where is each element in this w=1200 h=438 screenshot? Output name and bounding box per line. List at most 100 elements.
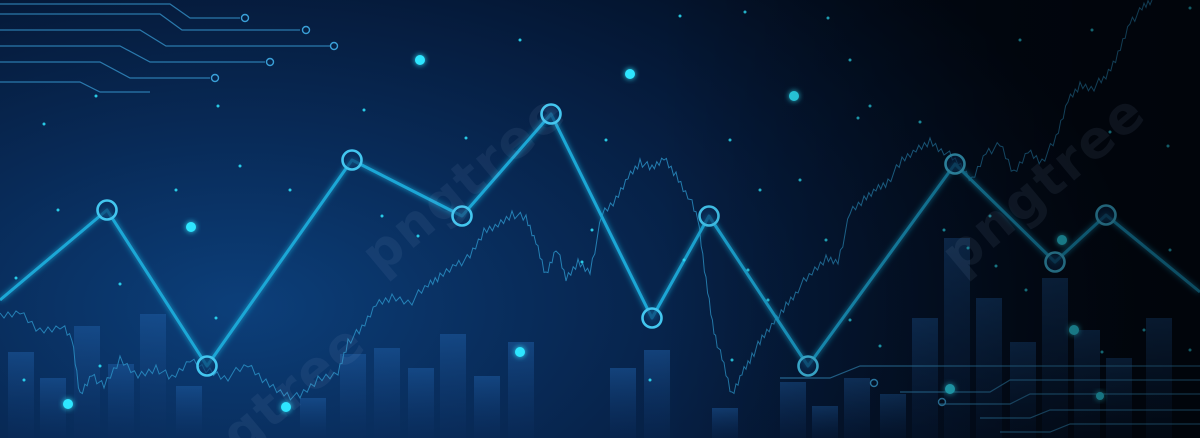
star-dot-glow: [63, 399, 73, 409]
zigzag-node: [96, 199, 118, 221]
star-dot-small: [1108, 130, 1112, 134]
star-dot-small: [1166, 144, 1170, 148]
star-dot-small: [743, 10, 747, 14]
star-dot-small: [682, 258, 686, 262]
star-dot-small: [174, 188, 178, 192]
star-dot-small: [848, 58, 852, 62]
star-dot-glow: [1096, 392, 1104, 400]
star-dot-small: [730, 358, 734, 362]
star-dot-glow: [186, 222, 196, 232]
star-dot-small: [942, 228, 946, 232]
background-bar: [176, 386, 202, 438]
star-dot-glow: [945, 384, 955, 394]
zigzag-node: [1044, 251, 1066, 273]
circuit-trace: [0, 3, 240, 19]
star-dot-small: [216, 104, 220, 108]
circuit-trace: [0, 13, 300, 31]
star-dot-small: [362, 108, 366, 112]
star-dot-small: [416, 234, 420, 238]
background-bar: [880, 394, 906, 438]
star-dot-small: [590, 228, 594, 232]
background-bar: [1042, 278, 1068, 438]
circuit-trace: [0, 81, 150, 93]
star-dot-small: [42, 122, 46, 126]
star-dot-small: [1100, 350, 1104, 354]
star-dot-glow: [281, 402, 291, 412]
star-dot-small: [994, 264, 998, 268]
star-dot-small: [1024, 288, 1028, 292]
star-dot-glow: [1069, 325, 1079, 335]
background-bar: [40, 378, 66, 438]
star-dot-glow: [789, 91, 799, 101]
circuit-node: [329, 41, 339, 51]
background-bar: [844, 378, 870, 438]
background-bar: [300, 398, 326, 438]
circuit-node: [869, 378, 879, 388]
background-bar: [474, 376, 500, 438]
background-bar: [440, 334, 466, 438]
star-dot-small: [98, 364, 102, 368]
star-dot-small: [56, 208, 60, 212]
star-dot-small: [966, 246, 970, 250]
zigzag-node: [698, 205, 720, 227]
background-bar: [944, 238, 970, 438]
circuit-node: [210, 73, 220, 83]
background-bar: [812, 406, 838, 438]
star-dot-small: [1142, 328, 1146, 332]
circuit-trace: [0, 45, 265, 63]
star-dot-small: [868, 104, 872, 108]
circuit-node: [265, 57, 275, 67]
star-dot-glow: [625, 69, 635, 79]
background-bar: [340, 354, 366, 438]
background-bar: [712, 408, 738, 438]
circuit-node: [240, 13, 250, 23]
star-dot-glow: [415, 55, 425, 65]
background-bar: [140, 314, 166, 438]
star-dot-small: [856, 116, 860, 120]
star-dot-small: [826, 16, 830, 20]
zigzag-node: [451, 205, 473, 227]
background-bar: [408, 368, 434, 438]
background-bar: [644, 350, 670, 438]
star-dot-small: [14, 276, 18, 280]
background-bar: [1146, 318, 1172, 438]
star-dot-small: [380, 214, 384, 218]
star-dot-small: [238, 164, 242, 168]
zigzag-node: [641, 307, 663, 329]
circuit-trace: [0, 29, 330, 47]
background-bar: [374, 348, 400, 438]
main-zigzag-line: [0, 112, 1200, 368]
star-dot-small: [1188, 348, 1192, 352]
star-dot-glow: [515, 347, 525, 357]
star-dot-small: [746, 268, 750, 272]
star-dot-small: [1018, 38, 1022, 42]
star-dot-small: [1090, 28, 1094, 32]
zigzag-node: [196, 355, 218, 377]
background-bar: [1010, 342, 1036, 438]
star-dot-small: [580, 260, 584, 264]
zigzag-node: [797, 355, 819, 377]
star-dot-small: [766, 298, 770, 302]
zigzag-node: [1095, 204, 1117, 226]
star-dot-small: [678, 14, 682, 18]
star-dot-small: [848, 318, 852, 322]
star-dot-small: [94, 94, 98, 98]
star-dot-small: [1188, 6, 1192, 10]
star-dot-small: [214, 316, 218, 320]
background-bar: [108, 364, 134, 438]
background-bar: [780, 382, 806, 438]
star-dot-small: [518, 38, 522, 42]
background-bar: [912, 318, 938, 438]
star-dot-small: [824, 238, 828, 242]
star-dot-small: [728, 138, 732, 142]
zigzag-node: [540, 103, 562, 125]
circuit-node: [301, 25, 311, 35]
background-bar: [1106, 358, 1132, 438]
star-dot-small: [648, 378, 652, 382]
star-dot-small: [22, 378, 26, 382]
zigzag-node: [341, 149, 363, 171]
star-dot-small: [288, 188, 292, 192]
background-bar: [610, 368, 636, 438]
